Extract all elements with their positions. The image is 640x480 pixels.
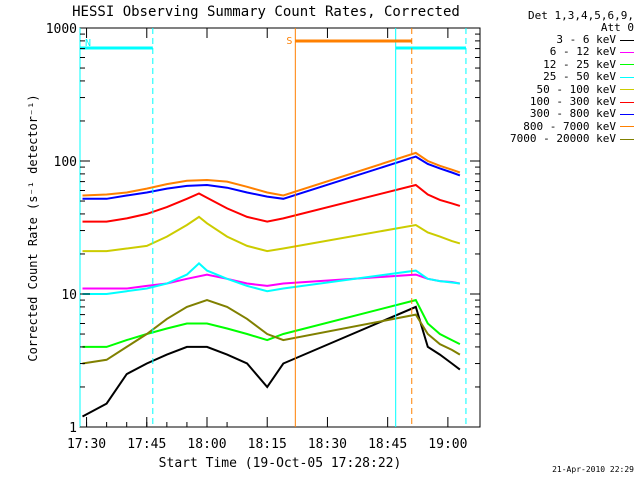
legend-header-line2: Att 0 [600, 21, 634, 34]
legend-label-4: 50 - 100 keV [536, 82, 616, 96]
series-line-4 [82, 215, 461, 253]
x-tick-label-4: 18:30 [308, 437, 347, 452]
y-axis-label: Corrected Count Rate (s⁻¹ detector⁻¹) [26, 94, 40, 361]
annotation-0-label: N [85, 38, 91, 49]
legend-label-0: 3 - 6 keV [556, 33, 616, 46]
legend-entry-5: 100 - 300 keV [470, 95, 634, 109]
legend-swatch-4 [620, 89, 634, 91]
legend-entry-3: 25 - 50 keV [470, 71, 634, 83]
legend-label-2: 12 - 25 keV [543, 57, 616, 71]
legend-label-8: 7000 - 20000 keV [510, 132, 616, 146]
y-tick-label-2: 100 [54, 155, 77, 170]
legend-label-6: 300 - 800 keV [529, 107, 616, 121]
legend-entry-2: 12 - 25 keV [470, 57, 634, 71]
legend-header-line1: Det 1,3,4,5,6,9, [528, 9, 634, 22]
series-line-1 [82, 273, 461, 290]
series-line-2 [82, 298, 461, 348]
series-line-0 [82, 305, 461, 418]
x-tick-label-3: 18:15 [248, 437, 287, 452]
legend-swatch-7 [620, 126, 634, 128]
x-tick-label-2: 18:00 [187, 437, 226, 452]
x-tick-label-0: 17:30 [67, 437, 106, 452]
legend-label-7: 800 - 7000 keV [523, 119, 616, 133]
legend-label-1: 6 - 12 keV [549, 45, 616, 59]
y-tick-label-1: 10 [61, 288, 77, 303]
series-line-7 [82, 151, 461, 197]
legend-swatch-8 [620, 138, 634, 140]
series-line-3 [82, 262, 461, 295]
legend-entry-0: 3 - 6 keV [470, 33, 634, 46]
legend-entries: 3 - 6 keV 6 - 12 keV 12 - 25 keV 25 - 50 ke… [470, 33, 634, 146]
generated-date: 21-Apr-2010 22:29 [552, 465, 634, 474]
legend-swatch-1 [620, 51, 634, 53]
legend-entry-6: 300 - 800 keV [470, 108, 634, 120]
legend-entry-7: 800 - 7000 keV [470, 119, 634, 133]
annotation-2-label: S [286, 36, 292, 47]
series-line-6 [82, 155, 461, 200]
chart-title: HESSI Observing Summary Count Rates, Cor… [72, 4, 460, 20]
legend-label-3: 25 - 50 keV [543, 70, 616, 84]
legend-entry-1: 6 - 12 keV [470, 46, 634, 58]
legend: Det 1,3,4,5,6,9, Att 0 3 - 6 keV 6 - 12 k… [470, 10, 634, 146]
y-tick-label-0: 1 [69, 421, 77, 436]
axes: 17:30 17:45 18:00 18:15 18:30 18:45 19:00 1 10 10… [46, 22, 480, 452]
x-tick-label-5: 18:45 [368, 437, 407, 452]
y-tick-label-3: 1000 [46, 22, 77, 37]
x-tick-label-1: 17:45 [127, 437, 166, 452]
x-tick-label-6: 19:00 [428, 437, 467, 452]
legend-swatch-3 [620, 76, 634, 78]
x-axis-label: Start Time (19-Oct-05 17:28:22) [159, 456, 402, 471]
plot-area [82, 151, 461, 418]
legend-swatch-5 [620, 101, 634, 103]
legend-entry-4: 50 - 100 keV [470, 82, 634, 96]
series-line-5 [82, 183, 461, 223]
legend-swatch-6 [620, 113, 634, 115]
legend-label-5: 100 - 300 keV [529, 95, 616, 109]
legend-entry-8: 7000 - 20000 keV [470, 133, 634, 145]
legend-swatch-0 [620, 39, 634, 41]
legend-swatch-2 [620, 64, 634, 66]
series-line-8 [82, 299, 461, 365]
